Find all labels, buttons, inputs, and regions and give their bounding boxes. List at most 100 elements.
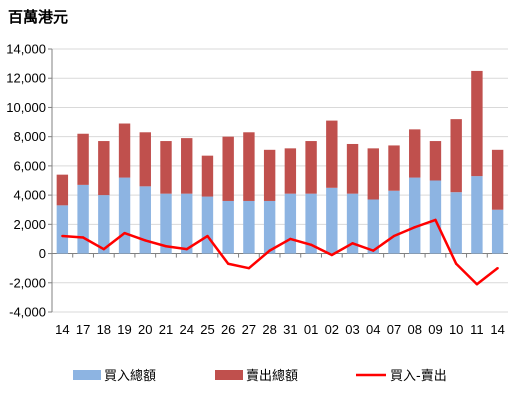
bar-sell-total xyxy=(326,120,338,188)
bar-buy-total xyxy=(222,200,234,254)
legend-swatch xyxy=(73,370,101,380)
net-point xyxy=(392,234,396,238)
bar-buy-total xyxy=(388,190,400,254)
bar-sell-total xyxy=(77,133,89,185)
net-point xyxy=(434,218,437,222)
bar-sell-total xyxy=(139,132,151,187)
y-tick-label: 8,000 xyxy=(13,129,46,144)
net-point xyxy=(330,253,334,257)
bar-sell-total xyxy=(222,136,234,201)
bar-buy-total xyxy=(56,205,69,254)
bar-sell-total xyxy=(243,132,255,201)
x-tick-label: 20 xyxy=(138,322,152,337)
bar-sell-total xyxy=(284,148,297,194)
x-tick-label: 02 xyxy=(325,322,339,337)
x-tick-label: 31 xyxy=(283,322,297,337)
legend: 買入總額 賣出總額 買入-賣出 xyxy=(73,368,447,384)
x-tick-label: 28 xyxy=(262,322,276,337)
bar-buy-total xyxy=(305,193,317,254)
y-tick-label: 4,000 xyxy=(13,188,46,203)
net-point xyxy=(206,234,209,238)
net-point xyxy=(351,242,354,245)
x-tick-labels: 14 17 18 19 20 21 24 25 26 27 28 31 01 02 03 04 07 08 09 10… xyxy=(55,322,505,337)
y-tick-label: 14,000 xyxy=(6,42,46,57)
bar-sell-total xyxy=(471,70,483,177)
bar-buy-total xyxy=(346,193,359,254)
x-tick-label: 17 xyxy=(76,322,90,337)
x-tick-label: 26 xyxy=(221,322,235,337)
bar-sell-total xyxy=(346,143,359,194)
bar-buy-total xyxy=(201,196,214,254)
net-point xyxy=(289,237,292,241)
x-tick-label: 21 xyxy=(159,322,173,337)
net-point xyxy=(413,226,416,229)
net-point xyxy=(144,239,147,242)
net-point xyxy=(164,245,168,248)
bar-buy-total xyxy=(243,200,255,254)
net-point xyxy=(61,234,64,238)
x-tick-label: 03 xyxy=(345,322,359,337)
bar-buy-total xyxy=(326,187,338,254)
x-tick-label: 24 xyxy=(179,322,193,337)
x-tick-label: 07 xyxy=(387,322,401,337)
x-tick-label: 08 xyxy=(407,322,421,337)
x-tick-label: 01 xyxy=(304,322,318,337)
net-point xyxy=(102,247,106,251)
bar-sell-total xyxy=(429,141,442,181)
y-unit-label: 百萬港元 xyxy=(8,8,69,26)
bar-sell-total xyxy=(56,174,69,206)
net-point xyxy=(475,283,479,286)
bar-sell-total xyxy=(118,123,131,178)
bar-buy-total xyxy=(181,193,193,254)
y-tick-label: 0 xyxy=(39,246,46,261)
bar-buy-total xyxy=(139,186,151,254)
bar-series xyxy=(56,70,504,254)
bar-sell-total xyxy=(491,149,504,210)
y-tick-label: 6,000 xyxy=(13,158,46,173)
net-point xyxy=(185,247,188,251)
bar-buy-total xyxy=(77,184,89,254)
x-tick-label: 04 xyxy=(366,322,380,337)
bar-buy-total xyxy=(98,195,110,254)
x-tick-label: 11 xyxy=(470,322,484,337)
bar-buy-total xyxy=(409,177,421,254)
bar-sell-total xyxy=(160,141,172,194)
bar-sell-total xyxy=(409,129,421,178)
bar-buy-total xyxy=(450,192,462,254)
x-tick-label: 25 xyxy=(200,322,214,337)
bar-sell-total xyxy=(388,145,400,191)
x-tick-label: 14 xyxy=(55,322,69,337)
legend-label: 買入總額 xyxy=(104,368,156,384)
bar-sell-total xyxy=(263,149,276,201)
bar-sell-total xyxy=(450,119,462,193)
bar-buy-total xyxy=(491,209,504,254)
legend-label: 賣出總額 xyxy=(246,368,298,384)
bar-buy-total xyxy=(284,193,297,254)
x-tick-label: 09 xyxy=(428,322,442,337)
y-tick-label: 10,000 xyxy=(6,100,46,115)
bar-sell-total xyxy=(305,141,317,194)
y-tick-labels: -4,000 -2,000 0 2,000 4,000 6,000 8,000 10,000 1… xyxy=(6,42,46,320)
net-point xyxy=(247,266,251,270)
bar-buy-total xyxy=(263,200,276,254)
axes xyxy=(48,48,508,313)
x-tick-label: 19 xyxy=(117,322,131,337)
bar-sell-total xyxy=(181,138,193,194)
bar-sell-total xyxy=(201,155,214,197)
net-point xyxy=(123,231,126,235)
net-point xyxy=(454,262,458,265)
bar-sell-total xyxy=(367,148,379,200)
bar-buy-total xyxy=(160,193,172,254)
net-line xyxy=(62,218,499,286)
net-point xyxy=(81,236,85,239)
x-tick-label: 27 xyxy=(242,322,256,337)
line-series xyxy=(61,218,499,286)
y-tick-label: 2,000 xyxy=(13,217,46,232)
net-point xyxy=(268,249,271,252)
y-tick-label: -4,000 xyxy=(9,305,46,320)
bar-buy-total xyxy=(429,180,442,254)
legend-swatch xyxy=(215,370,243,380)
bar-buy-total xyxy=(367,199,379,254)
x-tick-label: 10 xyxy=(449,322,463,337)
